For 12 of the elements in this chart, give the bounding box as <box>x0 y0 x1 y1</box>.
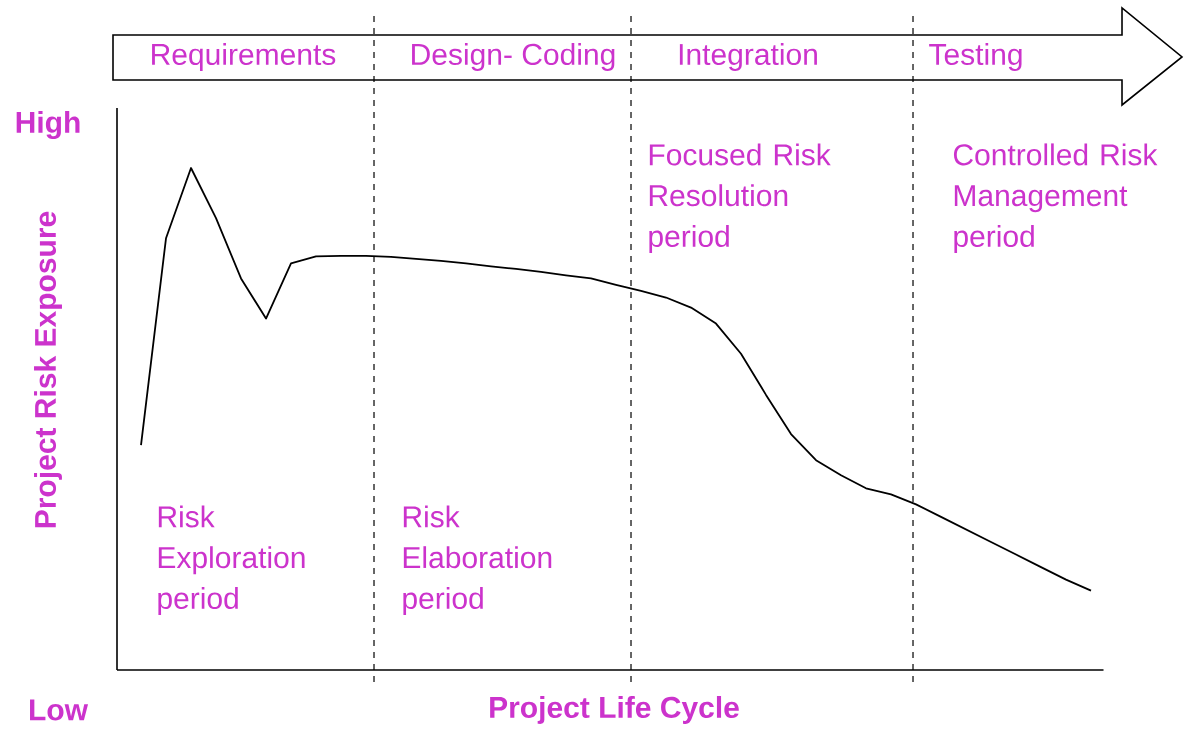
x-axis-title: Project Life Cycle <box>490 696 739 724</box>
text: Requirements <box>152 43 336 71</box>
annotation: Focused Risk Resolution period <box>649 143 831 253</box>
text: Testing <box>929 43 1022 71</box>
annotation: Controlled Risk Management period <box>953 143 1158 253</box>
annotation: Risk Exploration period <box>158 505 305 615</box>
annotation: Risk Elaboration period <box>403 505 552 615</box>
y-axis-title: Project Risk Exposure <box>34 211 62 528</box>
text: High <box>16 110 80 140</box>
text: Low <box>30 699 89 721</box>
text: Design- Coding <box>412 43 615 71</box>
text: Integration <box>679 43 817 71</box>
